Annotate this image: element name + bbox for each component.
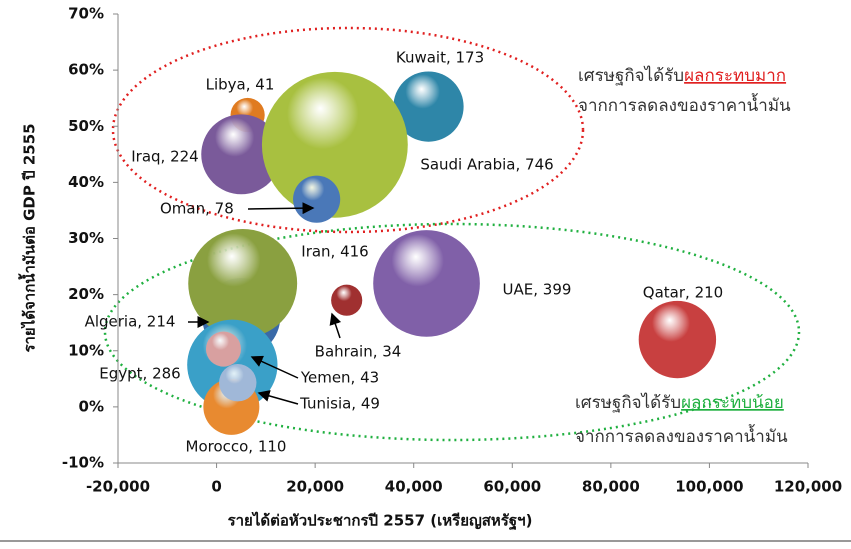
x-axis-title: รายได้ต่อหัวประชากรปี 2557 (เหรียญสหรัฐฯ…	[228, 511, 533, 531]
label-arrow	[329, 312, 342, 339]
bubble	[373, 230, 480, 337]
y-tick-label: 0%	[79, 397, 104, 415]
y-tick-label: 50%	[68, 117, 104, 135]
bubble	[201, 114, 282, 195]
x-tick-label: 0	[211, 478, 221, 496]
label-arrow	[247, 202, 315, 215]
bubble	[393, 71, 464, 142]
bubble-label: Morocco, 110	[186, 438, 287, 456]
label-arrow	[250, 355, 299, 379]
y-tick-label: 40%	[68, 173, 104, 191]
label-arrow	[257, 390, 299, 405]
bubble	[293, 175, 341, 223]
bubble-label: Saudi Arabia, 746	[420, 156, 553, 174]
annotation: เศรษฐกิจได้รับผลกระทบน้อย	[575, 392, 784, 413]
bubble	[331, 284, 363, 316]
x-tick-label: -20,000	[86, 478, 150, 496]
bubble-label: Algeria, 214	[85, 313, 176, 331]
bubble-label: Kuwait, 173	[396, 49, 484, 67]
y-tick-label: 20%	[68, 285, 104, 303]
annotation-line2: จากการลดลงของราคาน้ำมัน	[578, 93, 791, 116]
bubble-label: UAE, 399	[503, 281, 572, 299]
bubble-label: Yemen, 43	[300, 369, 379, 387]
bubble-label: Qatar, 210	[643, 284, 723, 302]
low-impact-ellipse	[103, 222, 801, 442]
y-tick-label: 60%	[68, 61, 104, 79]
annotation-highlight: ผลกระทบน้อย	[681, 393, 784, 413]
bubble-label: Libya, 41	[206, 76, 275, 94]
annotation-line2: จากการลดลงของราคาน้ำมัน	[575, 424, 788, 447]
bubble-label: Bahrain, 34	[315, 343, 402, 361]
y-axis-title: รายได้จากน้ำมันต่อ GDP ปี 2555	[18, 123, 39, 352]
bubble-label: Iraq, 224	[131, 148, 198, 166]
annotation-highlight: ผลกระทบมาก	[684, 66, 786, 86]
annotation-text: เศรษฐกิจได้รับ	[575, 392, 681, 413]
bubble-label: Egypt, 286	[99, 365, 180, 383]
bubble	[261, 71, 408, 218]
bubble	[205, 331, 241, 367]
x-tick-label: 120,000	[774, 478, 842, 496]
y-tick-label: -10%	[62, 454, 104, 472]
y-tick-label: 30%	[68, 229, 104, 247]
y-tick-label: 70%	[68, 5, 104, 23]
x-tick-label: 100,000	[675, 478, 743, 496]
x-tick-label: 40,000	[385, 478, 443, 496]
x-tick-label: 80,000	[582, 478, 640, 496]
x-tick-label: 60,000	[483, 478, 541, 496]
bubble	[219, 364, 257, 402]
bubble-label: Tunisia, 49	[299, 395, 380, 413]
annotation-text: เศรษฐกิจได้รับ	[578, 65, 684, 86]
bubble	[638, 300, 717, 379]
y-tick-label: 10%	[68, 341, 104, 359]
annotation: เศรษฐกิจได้รับผลกระทบมาก	[578, 65, 786, 86]
bubble	[188, 228, 298, 338]
high-impact-ellipse	[111, 26, 585, 234]
bubble-label: Oman, 78	[160, 200, 234, 218]
bubble-label: Iran, 416	[301, 243, 368, 261]
x-tick-label: 20,000	[286, 478, 344, 496]
